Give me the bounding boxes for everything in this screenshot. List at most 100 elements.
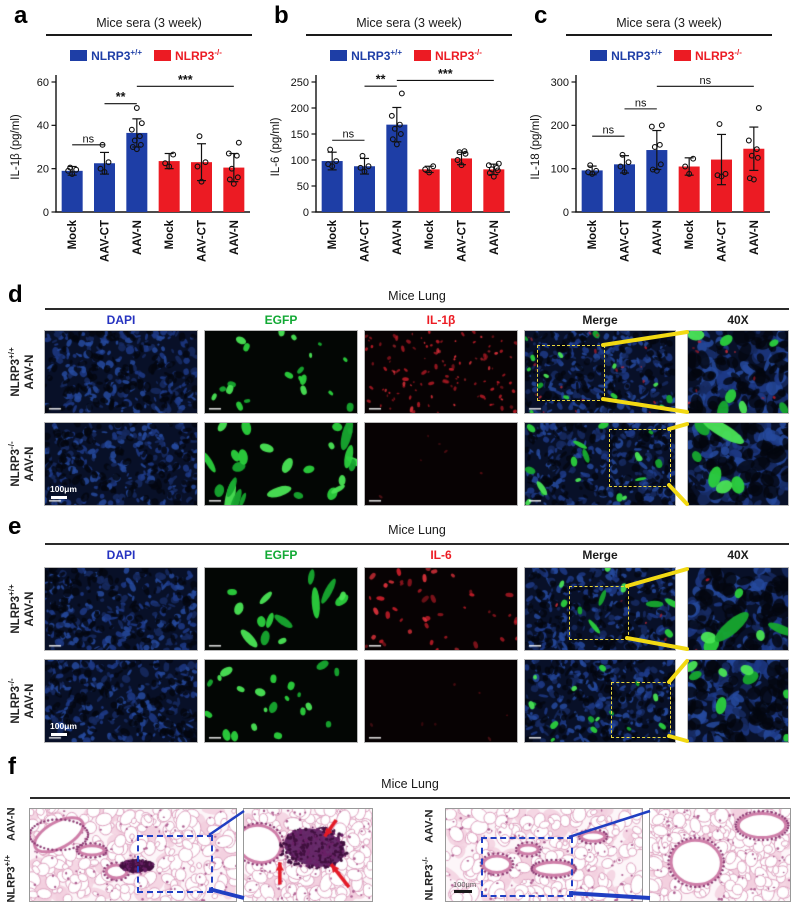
svg-text:**: **: [376, 73, 386, 87]
legend-label-ko: NLRP3-/-: [435, 48, 482, 63]
panel-letter-d: d: [8, 281, 23, 308]
column-header-cytokine: IL-6: [430, 548, 452, 562]
legend-label-ko: NLRP3-/-: [175, 48, 222, 63]
chart-header: Mice sera (3 week): [566, 16, 772, 36]
svg-text:Mock: Mock: [684, 219, 696, 249]
tile-d-row2-egfp: [204, 422, 358, 506]
column-header-dapi: DAPI: [106, 548, 136, 562]
title-underline: [306, 34, 512, 36]
panel-letter-f: f: [8, 753, 16, 780]
tile-e-row1-40x: [687, 567, 789, 651]
tile-d-row1-40x: [687, 330, 789, 414]
panel-letter-a: a: [14, 2, 28, 29]
scale-bar-label: 100μm: [50, 721, 77, 731]
tile-d-row2-merge: [524, 422, 676, 506]
tile-e-row2-merge: [524, 659, 676, 743]
title-underline: [30, 797, 790, 800]
tile-e-row1-egfp: [204, 567, 358, 651]
column-header-egfp: EGFP: [264, 313, 298, 327]
scale-bar: [454, 890, 472, 893]
svg-text:ns: ns: [700, 75, 712, 87]
row-label: NLRP3-/-AAV-N: [7, 678, 37, 724]
title-underline: [45, 308, 789, 311]
svg-text:AAV-N: AAV-N: [489, 220, 501, 255]
legend-item-wt: NLRP3+/+: [590, 48, 662, 63]
column-header-dapi: DAPI: [106, 313, 136, 327]
column-header-egfp: EGFP: [264, 548, 298, 562]
panel-d: d Mice Lung DAPI EGFP IL-1β Merge 40X NLRP3+/…: [0, 283, 797, 515]
legend-item-ko: NLRP3-/-: [414, 48, 482, 63]
legend-swatch-wt: [330, 50, 348, 61]
tile-e-row2-dapi: [44, 659, 198, 743]
title-underline: [46, 34, 252, 36]
legend-label-wt: NLRP3+/+: [611, 48, 662, 63]
svg-text:0: 0: [303, 207, 309, 219]
chart-title: Mice sera (3 week): [616, 16, 722, 30]
svg-text:IL-6 (pg/ml): IL-6 (pg/ml): [270, 117, 282, 176]
svg-text:AAV-N: AAV-N: [132, 220, 144, 255]
chart-title: Mice sera (3 week): [96, 16, 202, 30]
svg-text:AAV-N: AAV-N: [652, 220, 664, 255]
svg-text:AAV-CT: AAV-CT: [457, 220, 469, 262]
svg-text:Mock: Mock: [327, 219, 339, 249]
histology-title: Mice Lung: [381, 777, 439, 791]
legend-swatch-ko: [674, 50, 691, 61]
legend-swatch-wt: [590, 50, 608, 61]
micro-title: Mice Lung: [388, 523, 446, 537]
column-header-merge: Merge: [582, 313, 618, 327]
scale-bar-label: 100μm: [453, 880, 477, 889]
svg-text:ns: ns: [603, 125, 615, 137]
svg-text:IL-1β (pg/ml): IL-1β (pg/ml): [10, 114, 22, 180]
chart-legend: NLRP3+/+ NLRP3-/-: [554, 48, 778, 63]
chart-svg: 0 100 200 300 IL-18 (pg/ml) Mock AAV-CT AAV-N Mo…: [530, 75, 770, 262]
legend-item-wt: NLRP3+/+: [330, 48, 402, 63]
column-header-cytokine: IL-1β: [426, 313, 456, 327]
histology-zoom-ko: [649, 808, 791, 902]
column-header-merge: Merge: [582, 548, 618, 562]
bar-chart-il18: 0 100 200 300 IL-18 (pg/ml) Mock AAV-CT AAV-N Mo…: [526, 66, 778, 274]
svg-text:50: 50: [297, 181, 309, 193]
tile-e-row1-merge: [524, 567, 676, 651]
svg-text:AAV-N: AAV-N: [229, 220, 241, 255]
tile-d-row2-cytokine: [364, 422, 518, 506]
chart-header: Mice sera (3 week): [46, 16, 252, 36]
tile-d-row1-egfp: [204, 330, 358, 414]
panel-letter-c: c: [534, 2, 548, 29]
title-underline: [45, 543, 789, 546]
chart-svg: 0 20 40 60 IL-1β (pg/ml) Mock AAV-CT AAV-N Mock A…: [10, 73, 250, 262]
histology-zoom-wt: [243, 808, 373, 902]
scale-bar: [51, 733, 67, 736]
column-header-40x: 40X: [727, 313, 749, 327]
tile-e-row2-cytokine: [364, 659, 518, 743]
tile-e-row1-dapi: [44, 567, 198, 651]
svg-text:Mock: Mock: [424, 219, 436, 249]
svg-text:60: 60: [37, 77, 49, 89]
svg-text:Mock: Mock: [67, 219, 79, 249]
legend-item-wt: NLRP3+/+: [70, 48, 142, 63]
svg-text:AAV-CT: AAV-CT: [717, 220, 729, 262]
svg-text:AAV-CT: AAV-CT: [100, 220, 112, 262]
legend-swatch-ko: [154, 50, 171, 61]
chart-header: Mice sera (3 week): [306, 16, 512, 36]
svg-text:Mock: Mock: [587, 219, 599, 249]
tile-d-row1-merge: [524, 330, 676, 414]
panel-letter-b: b: [274, 2, 289, 29]
svg-text:40: 40: [37, 120, 49, 132]
scale-bar-label: 100μm: [50, 484, 77, 494]
row-label: NLRP3-/-AAV-N: [7, 441, 37, 487]
svg-text:AAV-N: AAV-N: [392, 220, 404, 255]
panel-b: b Mice sera (3 week) NLRP3+/+ NLRP3-/- 0…: [266, 4, 518, 286]
svg-text:150: 150: [291, 129, 309, 141]
legend-swatch-ko: [414, 50, 431, 61]
panel-e: e Mice Lung DAPI EGFP IL-6 Merge 40X NLRP3+/+…: [0, 515, 797, 755]
chart-svg: 0 50 100 150 200 250 IL-6 (pg/ml) Mock AAV-CT AAV…: [270, 67, 510, 262]
svg-text:0: 0: [563, 207, 569, 219]
svg-text:100: 100: [291, 155, 309, 167]
tile-d-row2-40x: [687, 422, 789, 506]
bar-chart-il1b: 0 20 40 60 IL-1β (pg/ml) Mock AAV-CT AAV-N Mock A…: [6, 66, 258, 274]
svg-text:ns: ns: [635, 97, 647, 109]
legend-item-ko: NLRP3-/-: [154, 48, 222, 63]
svg-text:0: 0: [43, 207, 49, 219]
svg-text:20: 20: [37, 163, 49, 175]
tile-d-row1-cytokine: [364, 330, 518, 414]
